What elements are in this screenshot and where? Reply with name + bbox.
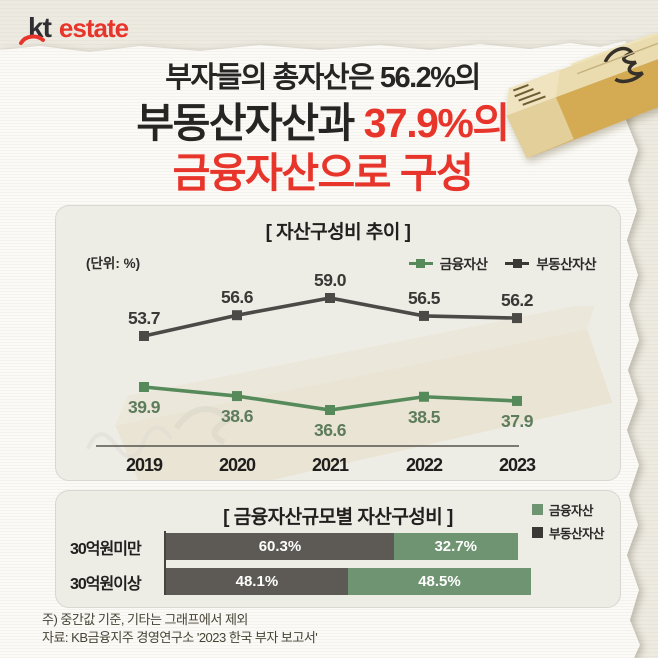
- legend-label: 부동산자산: [548, 527, 605, 541]
- x-tick-label: 2021: [312, 455, 349, 475]
- legend-item: 부동산자산: [531, 523, 605, 542]
- data-label: 39.9: [128, 397, 161, 417]
- footer-notes: 주) 중간값 기준, 기타는 그래프에서 제외 자료: KB금융지주 경영연구소…: [42, 611, 318, 646]
- bar-rows: 30억원미만 60.3% 32.7% 30억원이상 48.1% 48.5%: [70, 533, 606, 603]
- legend-item: 부동산자산: [505, 253, 596, 273]
- bar-axis-line: [164, 531, 166, 595]
- bar-row: 30억원미만 60.3% 32.7%: [70, 533, 606, 560]
- x-tick-label: 2020: [219, 455, 256, 475]
- legend-marker: [512, 258, 522, 268]
- kt-estate-logo: kt estate: [18, 12, 129, 45]
- data-marker: [512, 313, 522, 324]
- line-chart-title: [ 자산구성비 추이 ]: [265, 222, 411, 243]
- data-marker: [325, 293, 335, 303]
- data-marker: [232, 310, 242, 321]
- bar-track: 48.1% 48.5%: [166, 568, 544, 595]
- footnote: 주) 중간값 기준, 기타는 그래프에서 제외: [42, 612, 248, 627]
- data-marker: [419, 391, 429, 402]
- asset-by-size-panel: [ 금융자산규모별 자산구성비 ] 금융자산 부동산자산 30억원미만 60.3% 3…: [55, 490, 621, 608]
- headline-line2-red: 37.9%의: [363, 100, 510, 146]
- legend-square: [531, 504, 543, 515]
- data-label: 38.5: [408, 407, 441, 427]
- data-label: 53.7: [128, 308, 160, 328]
- bar-segment: 32.7%: [393, 533, 518, 560]
- money-bundle-image: [487, 25, 658, 169]
- headline-line2: 부동산자산과 37.9%의: [0, 100, 645, 146]
- data-marker: [512, 395, 522, 406]
- data-label: 37.9: [501, 411, 534, 431]
- estate-logo-text: estate: [58, 13, 129, 43]
- unit-label: (단위: %): [86, 256, 141, 271]
- legend-square: [531, 527, 543, 538]
- data-marker: [139, 382, 149, 392]
- legend-label: 금융자산: [439, 257, 488, 272]
- legend-item: 금융자산: [531, 500, 604, 519]
- bar-track: 60.3% 32.7%: [166, 533, 544, 560]
- data-label: 56.6: [221, 287, 254, 307]
- headline-line3: 금융자산으로 구성: [172, 150, 474, 196]
- legend-swatch: [408, 258, 433, 268]
- headline-line1: 부자들의 총자산은 56.2%의: [165, 62, 481, 94]
- legend-label: 부동산자산: [536, 257, 596, 272]
- data-label: 38.6: [221, 406, 254, 426]
- line-chart: 2019 2020 2021 2022 2023 39.9 38.6 36.6 38.5 37.9…: [96, 270, 537, 475]
- headline: 부자들의 총자산은 56.2%의 부동산자산과 37.9%의 금융자산으로 구성: [0, 54, 645, 196]
- series-line: [143, 296, 518, 338]
- data-marker: [325, 405, 335, 415]
- legend-marker: [416, 258, 426, 268]
- bar-chart-title: [ 금융자산규모별 자산구성비 ]: [223, 507, 453, 528]
- banknote-design-mark: [603, 46, 644, 84]
- red-swoosh-icon: [18, 34, 45, 45]
- data-marker: [232, 391, 242, 402]
- data-label: 36.6: [314, 420, 347, 440]
- data-marker: [419, 310, 429, 321]
- bar-segment: 48.5%: [347, 568, 532, 595]
- data-label: 59.0: [314, 270, 347, 290]
- x-tick-label: 2023: [499, 455, 536, 475]
- asset-trend-panel: [ 자산구성비 추이 ] (단위: %) 금융자산 부동산자산 2019 2020 2…: [55, 205, 621, 481]
- bar-row-label: 30억원미만: [70, 540, 142, 558]
- bar-row-label: 30억원이상: [70, 575, 142, 593]
- data-label: 56.2: [501, 290, 534, 310]
- headline-line2-dark: 부동산자산과: [136, 100, 364, 146]
- x-tick-label: 2022: [406, 455, 443, 475]
- source-note: 자료: KB금융지주 경영연구소 '2023 한국 부자 보고서': [42, 629, 318, 645]
- bar-segment: 60.3%: [166, 533, 394, 560]
- note-edge-lines: [512, 84, 546, 106]
- bar-segment: 48.1%: [166, 568, 348, 595]
- line-chart-legend: 금융자산 부동산자산: [408, 253, 596, 273]
- legend-item: 금융자산: [408, 253, 488, 273]
- legend-swatch: [505, 258, 530, 268]
- bar-row: 30억원이상 48.1% 48.5%: [70, 568, 606, 595]
- legend-label: 금융자산: [548, 504, 594, 518]
- bundle-band-front: [506, 97, 574, 159]
- x-tick-label: 2019: [126, 455, 163, 475]
- bundle-band-top: [506, 69, 560, 116]
- data-marker: [139, 331, 149, 341]
- data-label: 56.5: [408, 288, 441, 308]
